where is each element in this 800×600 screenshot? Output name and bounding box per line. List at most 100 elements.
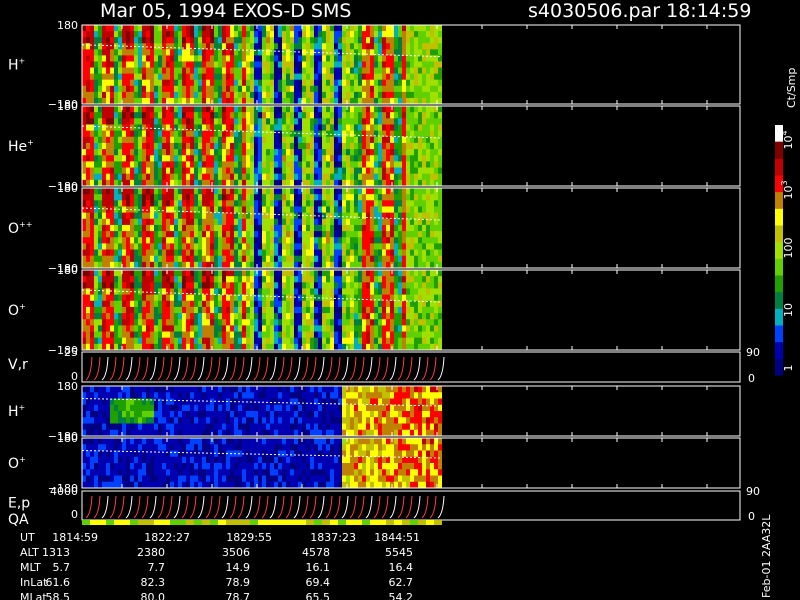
cell — [286, 130, 290, 138]
cell — [86, 55, 90, 62]
cell — [178, 237, 182, 244]
cell — [414, 112, 418, 119]
cell — [102, 25, 106, 32]
cell — [234, 255, 238, 263]
cell — [82, 142, 86, 150]
cell — [282, 155, 286, 162]
cell — [354, 313, 358, 320]
cell — [350, 55, 354, 62]
cell — [422, 61, 426, 69]
cell — [122, 224, 126, 232]
cell — [366, 261, 370, 269]
cell — [270, 142, 274, 150]
cell — [422, 200, 426, 207]
cell — [374, 136, 378, 144]
cell — [162, 67, 166, 75]
cell — [98, 325, 102, 333]
cell — [330, 179, 334, 187]
cell — [310, 43, 314, 50]
cell — [134, 288, 138, 296]
cell — [262, 194, 266, 201]
cell — [438, 237, 442, 244]
cell — [326, 337, 330, 345]
cell — [226, 73, 230, 81]
cell — [82, 231, 86, 238]
cell — [266, 149, 270, 156]
cell — [114, 224, 118, 232]
cell — [102, 130, 106, 138]
cell — [158, 300, 162, 308]
cell — [186, 124, 190, 132]
cell — [346, 67, 350, 75]
cell — [274, 288, 278, 296]
cell — [326, 212, 330, 220]
cell — [314, 124, 318, 132]
cell — [338, 106, 342, 113]
cell — [374, 73, 378, 81]
cell — [98, 300, 102, 308]
cell — [310, 261, 314, 269]
cell — [114, 130, 118, 138]
cell — [294, 249, 298, 257]
cell — [158, 149, 162, 156]
cell — [202, 61, 206, 69]
cell — [126, 417, 130, 424]
cell — [98, 91, 102, 99]
cell — [378, 31, 382, 38]
cell — [382, 85, 386, 93]
cell — [338, 243, 342, 251]
cell — [422, 261, 426, 269]
cell — [278, 106, 282, 113]
cell — [222, 130, 226, 138]
cell — [194, 319, 198, 326]
cell — [378, 276, 382, 283]
cell — [350, 294, 354, 302]
cell — [146, 249, 150, 257]
cell — [134, 337, 138, 345]
cell — [426, 288, 430, 296]
cell — [138, 106, 142, 113]
cell — [218, 294, 222, 302]
cell — [366, 118, 370, 125]
cell — [186, 282, 190, 289]
cell — [326, 179, 330, 187]
cell — [418, 61, 422, 69]
sawtooth — [357, 356, 365, 381]
sawtooth — [413, 356, 421, 381]
cell — [218, 112, 222, 119]
cell — [282, 61, 286, 69]
cell — [278, 124, 282, 132]
cell — [418, 218, 422, 226]
cell — [226, 276, 230, 283]
cell — [354, 130, 358, 138]
cell — [94, 85, 98, 93]
cell — [234, 161, 238, 169]
cell — [338, 319, 342, 326]
cell — [430, 73, 434, 81]
cell — [414, 155, 418, 162]
cell — [310, 270, 314, 277]
cell — [306, 142, 310, 150]
cell — [282, 142, 286, 150]
cell — [162, 179, 166, 187]
cell — [122, 167, 126, 175]
cell — [118, 91, 122, 99]
cell — [226, 49, 230, 56]
cell — [414, 231, 418, 238]
cell — [338, 325, 342, 333]
cell — [398, 37, 402, 44]
cell — [134, 79, 138, 87]
cell — [134, 294, 138, 302]
cell — [94, 49, 98, 56]
cell — [250, 155, 254, 162]
cell — [86, 118, 90, 125]
cell — [290, 188, 294, 195]
cell — [262, 136, 266, 144]
cell — [270, 212, 274, 220]
cell — [134, 237, 138, 244]
cell — [194, 173, 198, 181]
cell — [270, 179, 274, 187]
cell — [190, 130, 194, 138]
cell — [378, 249, 382, 257]
cell — [386, 67, 390, 75]
